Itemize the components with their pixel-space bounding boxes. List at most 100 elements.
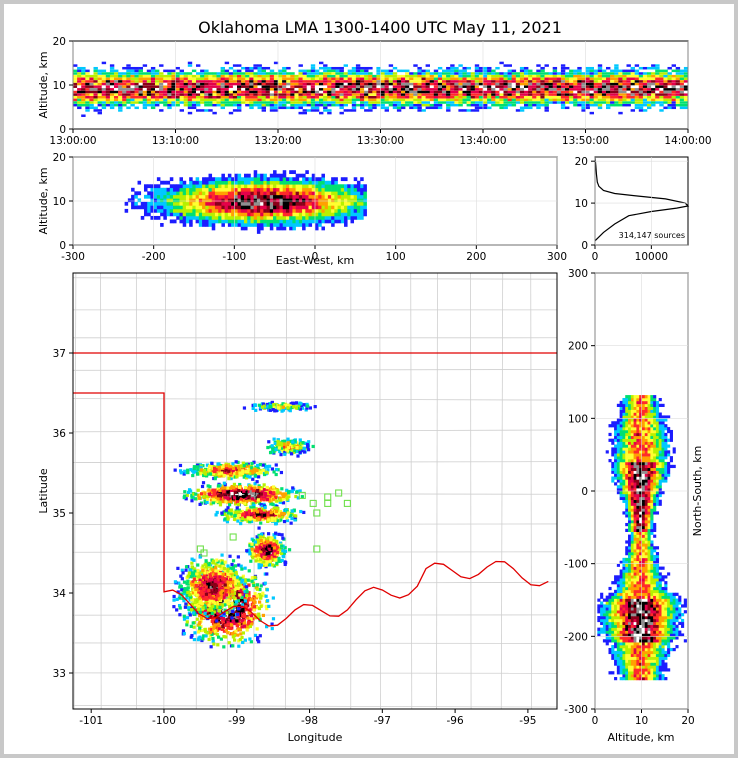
density-cell [282, 103, 287, 107]
density-cell [405, 80, 410, 83]
density-cell [495, 72, 500, 75]
density-cell [532, 96, 537, 99]
density-cell [679, 80, 685, 83]
density-cell [638, 80, 644, 83]
density-cell [183, 74, 189, 78]
density-cell [234, 198, 238, 203]
density-cell [211, 194, 216, 199]
density-cell [260, 208, 264, 213]
density-cell [212, 631, 216, 635]
density-cell [175, 608, 179, 612]
density-cell [189, 194, 193, 199]
density-cell [77, 66, 82, 70]
density-cell [276, 215, 280, 220]
density-cell [257, 85, 262, 88]
density-cell [552, 80, 558, 83]
density-cell [247, 198, 251, 203]
density-cell [355, 93, 361, 96]
density-cell [614, 101, 619, 104]
density-cell [221, 208, 225, 213]
density-cell [269, 205, 274, 210]
density-cell [212, 96, 217, 99]
density-cell [279, 223, 284, 227]
density-cell [433, 96, 439, 99]
density-cell [228, 111, 234, 115]
density-cell [536, 69, 541, 73]
density-cell [227, 205, 232, 210]
density-cell [150, 205, 154, 210]
density-cell [355, 64, 361, 67]
density-cell [122, 72, 127, 75]
density-cell [224, 177, 229, 182]
density-cell [601, 77, 607, 81]
density-cell [585, 106, 590, 110]
tick-label: 0 [59, 240, 66, 252]
density-cell [302, 226, 306, 231]
density-cell [232, 600, 236, 604]
density-cell [243, 638, 247, 642]
density-cell [626, 64, 631, 67]
density-cell [118, 90, 123, 94]
density-cell [396, 109, 402, 112]
density-cell [679, 103, 685, 107]
density-cell [216, 90, 221, 94]
density-cell [205, 177, 209, 182]
density-cell [204, 577, 209, 581]
density-cell [614, 90, 619, 94]
density-cell [630, 88, 635, 91]
density-cell [232, 605, 237, 609]
density-cell [124, 208, 129, 213]
density-cell [323, 90, 328, 94]
density-cell [335, 90, 340, 94]
density-cell [184, 565, 189, 569]
density-cell [569, 93, 574, 96]
density-cell [156, 208, 161, 213]
density-cell [446, 98, 451, 102]
density-cell [241, 90, 246, 94]
density-cell [192, 208, 196, 213]
density-cell [234, 177, 238, 182]
density-cell [179, 93, 184, 96]
density-cell [265, 572, 269, 576]
density-cell [93, 98, 98, 102]
density-cell [683, 106, 689, 110]
density-cell [491, 96, 496, 99]
density-cell [618, 82, 623, 86]
density-cell [240, 177, 245, 182]
density-cell [671, 88, 676, 91]
density-cell [417, 98, 422, 102]
density-cell [257, 103, 262, 107]
density-cell [105, 98, 111, 102]
density-cell [601, 88, 607, 91]
density-cell [273, 187, 277, 192]
density-cell [679, 72, 685, 75]
density-cell [163, 98, 168, 102]
tick-label: 100 [386, 251, 406, 263]
density-cell [364, 98, 369, 102]
density-cell [254, 559, 258, 563]
density-cell [216, 576, 220, 580]
density-cell [156, 177, 161, 182]
density-cell [278, 80, 283, 83]
density-cell [565, 85, 570, 88]
density-cell [240, 215, 245, 220]
density-cell [593, 98, 599, 102]
density-cell [253, 96, 258, 99]
density-cell [388, 98, 394, 102]
density-cell [220, 90, 225, 94]
density-cell [195, 215, 200, 220]
density-cell [310, 109, 316, 112]
density-cell [224, 215, 229, 220]
density-cell [251, 581, 256, 585]
density-cell [134, 66, 139, 70]
density-cell [192, 198, 196, 203]
density-cell [253, 542, 257, 547]
density-cell [614, 85, 619, 88]
density-cell [81, 77, 86, 81]
density-cell [203, 611, 207, 616]
density-cell [240, 201, 245, 206]
density-cell [220, 106, 225, 110]
density-cell [487, 74, 492, 78]
density-cell [573, 103, 578, 107]
density-cell [228, 621, 233, 625]
